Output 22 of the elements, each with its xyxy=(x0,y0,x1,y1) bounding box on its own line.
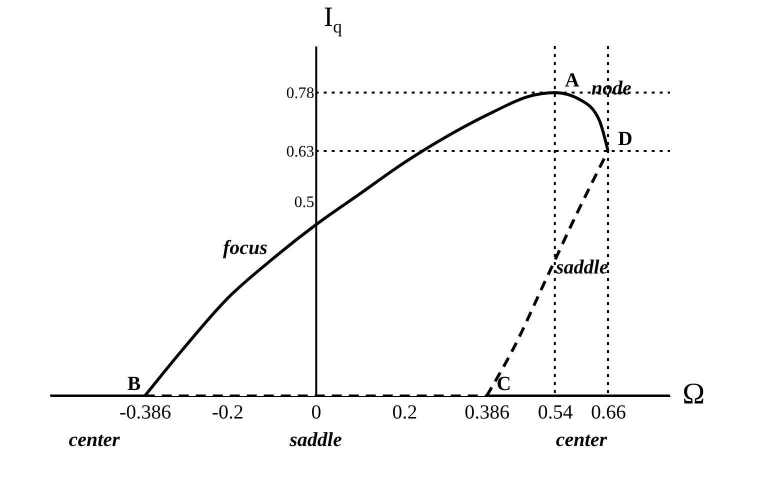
y-tick-label: 0.5 xyxy=(294,194,314,212)
x-tick-label: 0.386 xyxy=(464,402,510,424)
y-axis-title: I$_{q}$ xyxy=(324,2,342,38)
annotation: center xyxy=(556,429,608,451)
x-tick-label: 0.2 xyxy=(392,402,418,424)
annotation: focus xyxy=(222,236,268,259)
annotation: B xyxy=(127,373,141,395)
y-tick-label: 0.63 xyxy=(286,144,314,160)
x-tick-label: -0.2 xyxy=(212,402,244,424)
x-tick-label: 0 xyxy=(311,402,322,424)
annotation: center xyxy=(68,429,120,451)
annotation: saddle xyxy=(288,429,342,451)
y-tick-label: 0.78 xyxy=(286,85,314,102)
x-tick-label: -0.386 xyxy=(119,402,172,424)
annotation: C xyxy=(496,373,512,395)
annotation: A xyxy=(564,70,580,92)
annotation: saddle xyxy=(555,256,608,278)
x-tick-label: 0.66 xyxy=(591,402,626,424)
x-axis-title: Ω xyxy=(682,378,705,410)
annotation: node xyxy=(591,77,632,100)
annotation: D xyxy=(618,128,632,150)
x-tick-label: 0.54 xyxy=(538,402,573,424)
